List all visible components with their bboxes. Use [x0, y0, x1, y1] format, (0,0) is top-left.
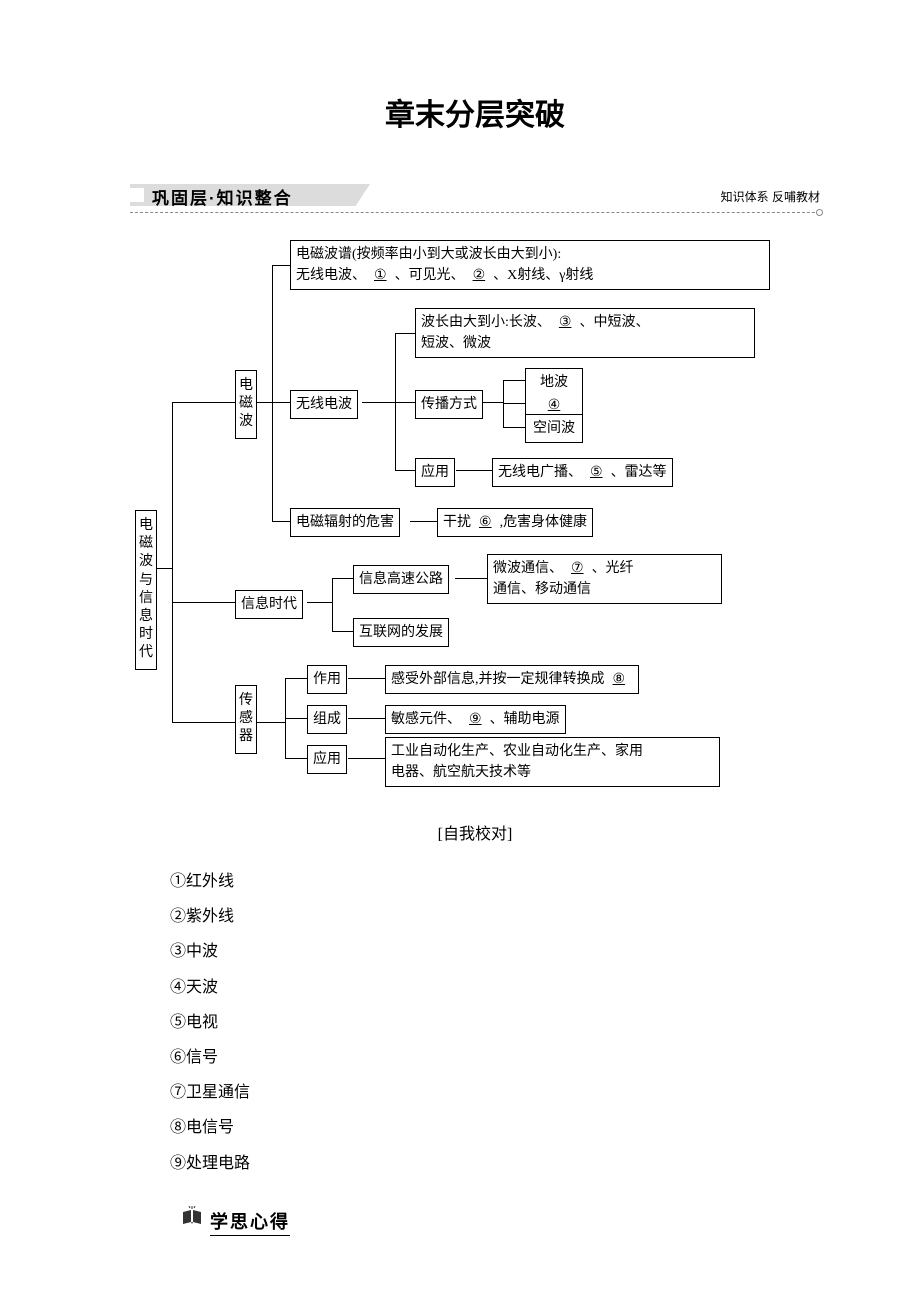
self-check-label: [自我校对] — [130, 820, 820, 844]
line — [272, 265, 273, 521]
dashed-divider — [130, 212, 820, 220]
line — [307, 602, 332, 603]
line — [395, 402, 415, 403]
line — [172, 402, 235, 403]
root-node: 电磁波与信息时代 — [135, 510, 157, 670]
line — [395, 333, 415, 334]
line — [285, 678, 307, 679]
em-wave-node: 电磁波 — [235, 370, 257, 439]
book-icon — [180, 1206, 204, 1228]
line — [348, 758, 385, 759]
line — [348, 718, 385, 719]
answer-list: ①红外线 ②紫外线 ③中波 ④天波 ⑤电视 ⑥信号 ⑦卫星通信 ⑧电信号 ⑨处理… — [130, 864, 820, 1181]
app-node: 应用 — [415, 458, 455, 487]
section-right-text: 知识体系 反哺教材 — [721, 188, 820, 205]
sensor-func-node: 作用 — [307, 665, 347, 694]
line — [456, 470, 492, 471]
internet-node: 互联网的发展 — [353, 618, 449, 647]
line — [332, 578, 353, 579]
radio-wave-node: 无线电波 — [290, 390, 358, 419]
answer-item: ⑤电视 — [170, 1005, 820, 1040]
sensor-app-content: 工业自动化生产、农业自动化生产、家用电器、航空航天技术等 — [385, 737, 720, 787]
section-header-text: 巩固层·知识整合 — [152, 184, 293, 209]
space-wave: 空间波 — [525, 414, 583, 443]
line — [272, 521, 290, 522]
line — [172, 722, 235, 723]
section-header: 巩固层·知识整合 知识体系 反哺教材 — [130, 184, 820, 210]
line — [348, 678, 385, 679]
line — [410, 521, 437, 522]
line — [483, 402, 503, 403]
line — [503, 380, 525, 381]
concept-diagram: 电磁波与信息时代 电磁波谱(按频率由小到大或波长由大到小):无线电波、①、可见光… — [135, 240, 815, 810]
answer-item: ⑦卫星通信 — [170, 1075, 820, 1110]
answer-item: ①红外线 — [170, 864, 820, 899]
radiation-content: 干扰⑥,危害身体健康 — [437, 508, 593, 537]
line — [455, 578, 487, 579]
answer-item: ③中波 — [170, 934, 820, 969]
info-highway-node: 信息高速公路 — [353, 565, 449, 594]
line — [503, 427, 525, 428]
line — [285, 718, 307, 719]
line — [157, 568, 172, 569]
dashed-circle-icon — [816, 209, 823, 216]
answer-item: ⑨处理电路 — [170, 1146, 820, 1181]
line — [332, 578, 333, 631]
propagation-node: 传播方式 — [415, 390, 483, 419]
answer-item: ⑥信号 — [170, 1040, 820, 1075]
footer: 学思心得 — [180, 1206, 820, 1236]
footer-text: 学思心得 — [210, 1208, 290, 1236]
line — [332, 631, 353, 632]
page-title: 章末分层突破 — [130, 90, 820, 134]
line — [272, 402, 290, 403]
answer-item: ④天波 — [170, 970, 820, 1005]
line — [172, 402, 173, 722]
line — [272, 265, 290, 266]
info-era-node: 信息时代 — [235, 590, 303, 619]
line — [257, 402, 272, 403]
app-content: 无线电广播、⑤、雷达等 — [492, 458, 673, 487]
sensor-func-content: 感受外部信息,并按一定规律转换成⑧ — [385, 665, 639, 694]
radiation-node: 电磁辐射的危害 — [290, 508, 400, 537]
line — [172, 602, 235, 603]
answer-item: ②紫外线 — [170, 899, 820, 934]
sensor-app-node: 应用 — [307, 745, 347, 774]
sensor-comp-node: 组成 — [307, 705, 347, 734]
spectrum-box: 电磁波谱(按频率由小到大或波长由大到小):无线电波、①、可见光、②、X射线、γ射… — [290, 240, 770, 290]
line — [503, 403, 525, 404]
wavelength-box: 波长由大到小:长波、③、中短波、短波、微波 — [415, 308, 755, 358]
line — [395, 470, 415, 471]
sensor-node: 传感器 — [235, 685, 257, 754]
answer-item: ⑧电信号 — [170, 1110, 820, 1145]
line — [285, 758, 307, 759]
info-highway-content: 微波通信、⑦、光纤通信、移动通信 — [487, 554, 722, 604]
sensor-comp-content: 敏感元件、⑨、辅助电源 — [385, 705, 566, 734]
arrow-icon — [130, 188, 144, 202]
line — [362, 402, 395, 403]
line — [257, 722, 285, 723]
